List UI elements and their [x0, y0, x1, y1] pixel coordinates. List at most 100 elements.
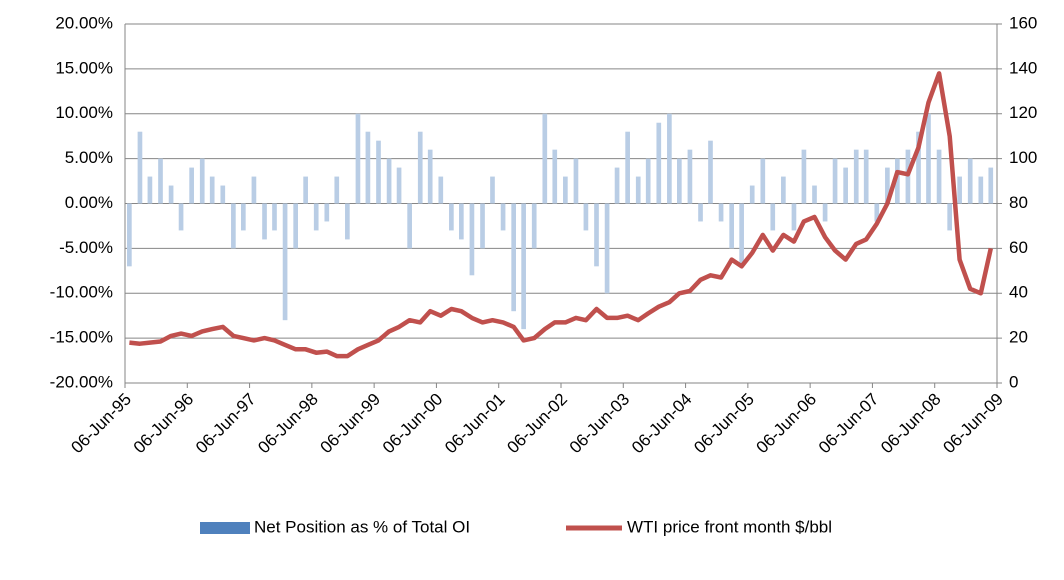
x-tick-label: 06-Jun-05 — [690, 390, 758, 458]
bar — [521, 203, 526, 330]
y2-tick-label: 60 — [1009, 238, 1028, 257]
bar — [199, 158, 205, 204]
bar — [760, 158, 766, 204]
bar — [967, 158, 973, 204]
bar — [978, 176, 984, 204]
x-tick-label: 06-Jun-04 — [628, 390, 696, 458]
bar — [282, 203, 288, 321]
bar — [293, 203, 298, 249]
bar — [417, 131, 423, 204]
bar — [231, 203, 236, 249]
bar — [749, 185, 755, 204]
bar — [158, 158, 163, 204]
bar — [604, 203, 610, 294]
x-tick-label: 06-Jun-06 — [753, 390, 821, 458]
plot-area — [127, 71, 994, 359]
legend-label: Net Position as % of Total OI — [254, 517, 470, 536]
x-tick-label: 06-Jun-98 — [254, 390, 322, 458]
bar — [147, 176, 153, 204]
bar — [189, 167, 194, 204]
bar — [843, 167, 848, 204]
bar — [729, 203, 734, 249]
bar — [832, 158, 838, 204]
bar — [863, 149, 869, 204]
bar — [916, 131, 921, 204]
y-tick-label: 5.00% — [65, 148, 113, 167]
x-tick-label: 06-Jun-95 — [67, 390, 135, 458]
bar — [396, 167, 402, 204]
y-tick-label: 15.00% — [55, 58, 113, 77]
legend-label: WTI price front month $/bbl — [627, 517, 832, 536]
bar — [168, 185, 174, 204]
bar — [511, 203, 516, 312]
bar — [334, 176, 340, 204]
y2-tick-label: 120 — [1009, 103, 1037, 122]
x-tick-label: 06-Jun-08 — [877, 390, 945, 458]
bar — [563, 176, 568, 204]
bar — [677, 158, 682, 204]
bar — [262, 203, 267, 240]
bar — [427, 149, 433, 204]
y2-tick-label: 100 — [1009, 148, 1037, 167]
bar — [438, 176, 444, 204]
legend-swatch — [200, 522, 250, 534]
y-tick-label: 0.00% — [65, 193, 113, 212]
y-tick-label: -10.00% — [50, 283, 113, 302]
bar — [936, 149, 942, 204]
x-tick-label: 06-Jun-99 — [317, 390, 385, 458]
bar — [895, 158, 900, 204]
bar — [324, 203, 330, 222]
bar — [718, 203, 724, 222]
bar — [656, 122, 662, 204]
bar — [345, 203, 350, 240]
bar — [365, 131, 371, 204]
y-tick-label: -20.00% — [50, 372, 113, 391]
bar — [625, 131, 630, 204]
bar — [251, 176, 257, 204]
bar — [355, 113, 361, 204]
x-tick-label: 06-Jun-00 — [379, 390, 447, 458]
bar — [552, 149, 558, 204]
bar — [303, 176, 308, 204]
bar — [583, 203, 589, 231]
bar — [480, 203, 485, 249]
bar — [449, 203, 454, 231]
bar — [698, 203, 703, 222]
x-tick-label: 06-Jun-03 — [566, 390, 634, 458]
y2-tick-label: 140 — [1009, 58, 1037, 77]
bar — [635, 176, 641, 204]
x-tick-label: 06-Jun-02 — [503, 390, 571, 458]
y2-tick-label: 20 — [1009, 328, 1028, 347]
bar — [490, 176, 495, 204]
bar — [822, 203, 828, 222]
bar — [739, 203, 744, 267]
x-tick-label: 06-Jun-96 — [130, 390, 198, 458]
bar — [687, 149, 693, 204]
bar — [947, 203, 952, 231]
y2-tick-label: 80 — [1009, 193, 1028, 212]
bar — [853, 149, 859, 204]
bar — [500, 203, 506, 231]
bar — [209, 176, 215, 204]
y2-tick-label: 0 — [1009, 372, 1018, 391]
bar — [926, 113, 931, 204]
bar — [781, 176, 786, 204]
bar — [791, 203, 797, 231]
bar — [542, 113, 548, 204]
y-tick-label: -15.00% — [50, 328, 113, 347]
bar — [905, 149, 911, 204]
bar — [708, 140, 713, 204]
bar — [614, 167, 620, 204]
y2-tick-label: 40 — [1009, 283, 1028, 302]
bar — [376, 140, 381, 204]
x-tick-label: 06-Jun-09 — [939, 390, 1007, 458]
line — [129, 71, 993, 359]
bar — [469, 203, 475, 276]
bar — [531, 203, 537, 249]
bar — [874, 203, 880, 222]
x-tick-label: 06-Jun-01 — [441, 390, 509, 458]
bar — [594, 203, 599, 267]
bar — [220, 185, 226, 204]
bar — [127, 203, 132, 267]
bar — [801, 149, 807, 204]
